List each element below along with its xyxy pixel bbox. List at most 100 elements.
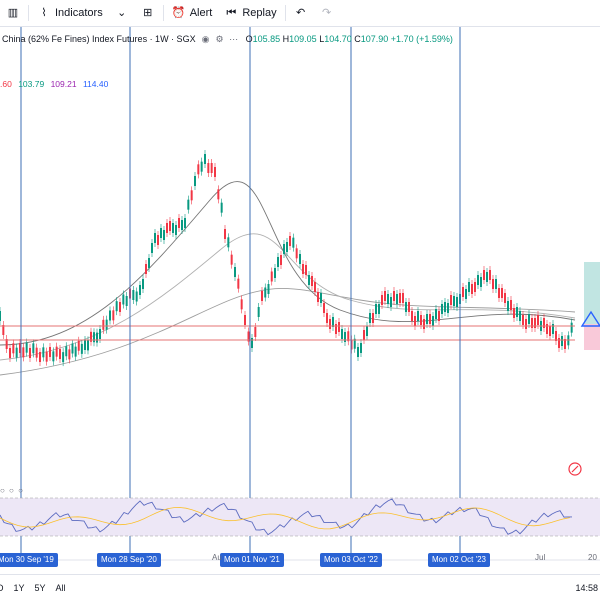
replay-icon: ⏮: [226, 6, 237, 19]
candle-body: [396, 294, 398, 304]
candle-body: [414, 316, 416, 326]
date-tag: Mon 28 Sep '20: [97, 553, 161, 567]
toolbar-divider: [28, 5, 29, 21]
candle-body: [68, 349, 71, 360]
range-button[interactable]: 5Y: [34, 583, 46, 593]
high-value: 109.05: [289, 34, 317, 44]
candle-body: [292, 237, 295, 248]
candle-body: [537, 315, 539, 325]
candle-body: [151, 243, 153, 253]
ma-value: .60: [0, 79, 12, 89]
close-value: 107.90: [360, 34, 389, 44]
top-toolbar: ▥ ⌇ Indicators ⌄ ⊞ ⏰ Alert ⏮ Replay ↶ ↷: [0, 0, 600, 27]
candle-body: [329, 319, 331, 329]
candle-body: [90, 331, 92, 342]
candle-body: [247, 331, 250, 342]
candle-body: [122, 294, 125, 305]
candle-body: [552, 324, 554, 334]
candle-body: [77, 340, 80, 351]
replay-circle-icon[interactable]: [568, 462, 582, 476]
candle-body: [411, 311, 413, 321]
candle-body: [283, 244, 285, 254]
candle-body: [230, 254, 233, 265]
candle-body: [369, 313, 371, 323]
candle-body: [519, 311, 521, 321]
candle-body: [558, 338, 560, 348]
candle-body: [555, 331, 557, 341]
date-tag: Mon 02 Oct '23: [428, 553, 490, 567]
candle-body: [200, 161, 203, 172]
candle-body: [22, 347, 25, 358]
layout-button[interactable]: ⊞: [135, 2, 161, 24]
redo-button[interactable]: ↷: [314, 2, 340, 24]
rsi-legend-dots[interactable]: ○ ○ ○: [0, 486, 24, 495]
range-button[interactable]: All: [55, 583, 66, 593]
candle-body: [423, 319, 425, 329]
candle-body: [504, 293, 506, 303]
indicators-button[interactable]: ⌇ Indicators: [31, 2, 109, 24]
candle-body: [102, 319, 105, 330]
candle-body: [254, 327, 257, 337]
more-icon[interactable]: ⋯: [229, 33, 239, 44]
candle-body: [483, 270, 485, 280]
time-axis-label: Au: [212, 553, 222, 562]
candle-body: [142, 279, 144, 289]
candle-body: [187, 199, 190, 210]
toolbar-divider: [284, 5, 286, 21]
candle-body: [344, 332, 346, 342]
candle-body: [280, 255, 282, 265]
candle-body: [237, 278, 240, 289]
indicators-dropdown[interactable]: ⌄: [109, 2, 135, 24]
candle-body: [289, 236, 291, 246]
candle-body: [456, 297, 458, 307]
replay-button[interactable]: ⏮ Replay: [218, 2, 282, 24]
candle-body: [317, 292, 319, 302]
undo-button[interactable]: ↶: [288, 2, 314, 24]
candle-body: [305, 265, 307, 275]
candle-body: [277, 257, 279, 267]
candle-body: [74, 346, 77, 357]
candle-body: [549, 326, 551, 336]
candle-body: [375, 304, 377, 314]
candle-body: [528, 314, 530, 324]
symbol-legend: China (62% Fe Fines) Index Futures · 1W …: [0, 31, 453, 47]
candle-body: [507, 301, 509, 311]
candle-body: [320, 293, 322, 303]
change-value: +1.70 (+1.59%): [390, 34, 453, 44]
bottom-bar: D 1Y 5Y All 14:58: [0, 574, 600, 601]
settings-icon[interactable]: ⚙: [215, 33, 224, 44]
candle-body: [65, 346, 68, 357]
eye-icon[interactable]: ◉: [201, 33, 210, 44]
moving-average-values: .60 103.79 109.21 114.40: [0, 79, 112, 89]
long-position-tool[interactable]: [584, 262, 600, 350]
candle-body: [295, 248, 298, 259]
candle-body: [360, 343, 362, 353]
candle-body: [240, 299, 243, 310]
candle-body: [214, 167, 216, 177]
candle-body: [468, 282, 470, 292]
candle-body: [462, 287, 464, 297]
candle-body: [438, 311, 440, 321]
candle-body: [71, 343, 74, 354]
alert-button[interactable]: ⏰ Alert: [166, 2, 219, 24]
toolbar-candles[interactable]: ▥: [0, 2, 26, 24]
symbol-title[interactable]: China (62% Fe Fines) Index Futures · 1W …: [2, 34, 196, 44]
candle-body: [119, 302, 121, 312]
candle-body: [378, 304, 380, 314]
candle-body: [489, 270, 491, 280]
candle-body: [384, 291, 386, 301]
range-button[interactable]: 1Y: [13, 583, 25, 593]
candle-body: [561, 336, 563, 346]
candle-body: [516, 307, 518, 317]
candle-body: [465, 289, 467, 299]
candle-body: [534, 318, 536, 328]
candle-body: [62, 352, 65, 363]
candle-body: [546, 324, 548, 334]
range-button[interactable]: D: [0, 583, 4, 593]
candle-body: [267, 284, 270, 294]
low-value: 104.70: [324, 34, 352, 44]
candle-body: [135, 291, 138, 302]
candle-body: [0, 311, 1, 321]
candle-body: [570, 322, 573, 333]
